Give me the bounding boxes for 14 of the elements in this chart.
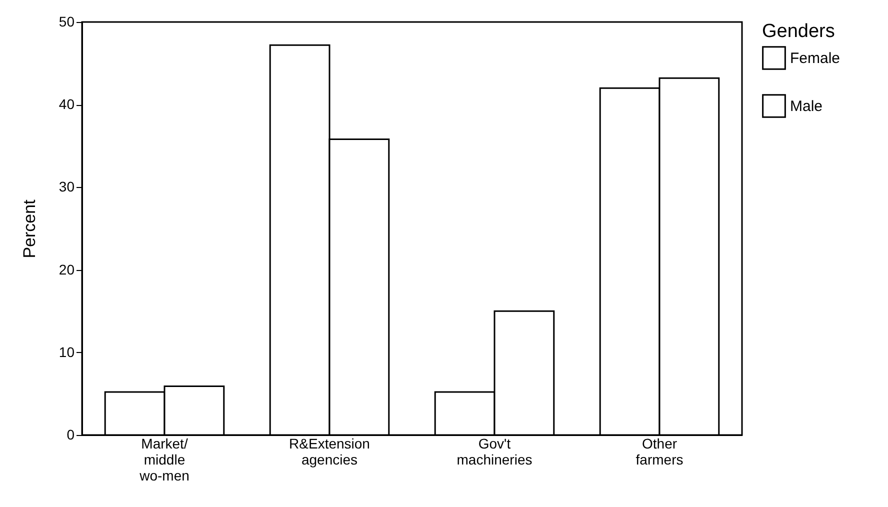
x-tick-label: Market/ middle wo-men <box>138 436 190 484</box>
y-tick-label: 20 <box>58 261 75 278</box>
legend-label: Female <box>790 50 840 67</box>
x-tick-label: Gov't machineries <box>456 436 532 468</box>
y-tick-label: 0 <box>66 426 75 442</box>
x-tick-label: R&Extension agencies <box>289 436 370 468</box>
x-tick-label: Other farmers <box>636 436 684 468</box>
y-tick-label: 30 <box>58 178 75 195</box>
y-tick-label: 40 <box>58 96 75 112</box>
y-axis-title: Percent <box>20 199 39 258</box>
y-tick-label: 50 <box>58 14 75 30</box>
y-tick-label: 10 <box>58 344 75 360</box>
legend-title: Genders <box>762 21 835 42</box>
legend-label: Male <box>790 98 823 115</box>
